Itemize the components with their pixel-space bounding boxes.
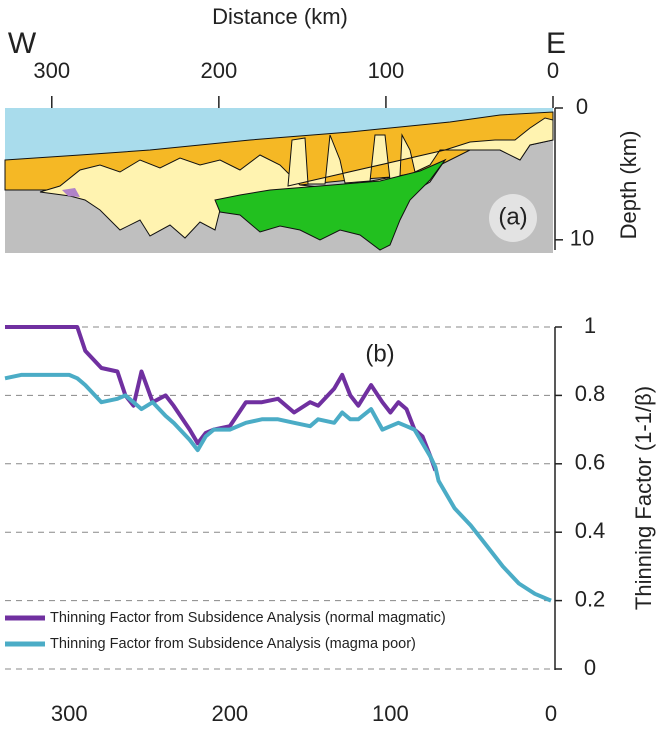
x-axis-title: Distance (km) [212,4,348,29]
y-tick-label: 0.6 [575,450,606,475]
x-tick-label: 0 [545,701,557,726]
panel-label: (a) [498,203,527,230]
y-tick-label: 0 [584,655,596,680]
y-axis-title: Depth (km) [616,131,641,240]
x-tick-label: 0 [547,58,559,83]
x-tick-label: 100 [372,701,409,726]
y-tick-label: 0.4 [575,518,606,543]
y-tick-label: 1 [584,313,596,338]
x-tick-label: 300 [33,58,70,83]
panel-label-bg [489,194,537,242]
series-line [5,325,438,472]
magmatic-body [214,158,447,251]
y-axis-title: Thinning Factor (1-1/β) [631,386,656,610]
y-tick-label: 0.2 [575,586,606,611]
panel-label: (b) [365,340,394,367]
x-tick-label: 200 [211,701,248,726]
x-tick-label: 100 [368,58,405,83]
east-label: E [546,27,566,60]
y-tick-label: 10 [570,226,594,251]
y-tick-label: 0 [576,94,588,119]
legend-label: Thinning Factor from Subsidence Analysis… [50,610,446,626]
legend-label: Thinning Factor from Subsidence Analysis… [50,636,416,652]
x-tick-label: 300 [51,701,88,726]
y-tick-label: 0.8 [575,381,606,406]
purple-patch [62,188,80,197]
cross-section: (a) Distance (km) W E Depth (km) [4,4,641,253]
sea [5,108,553,160]
x-tick-label: 200 [200,58,237,83]
series-line [4,372,552,603]
west-label: W [8,27,37,60]
